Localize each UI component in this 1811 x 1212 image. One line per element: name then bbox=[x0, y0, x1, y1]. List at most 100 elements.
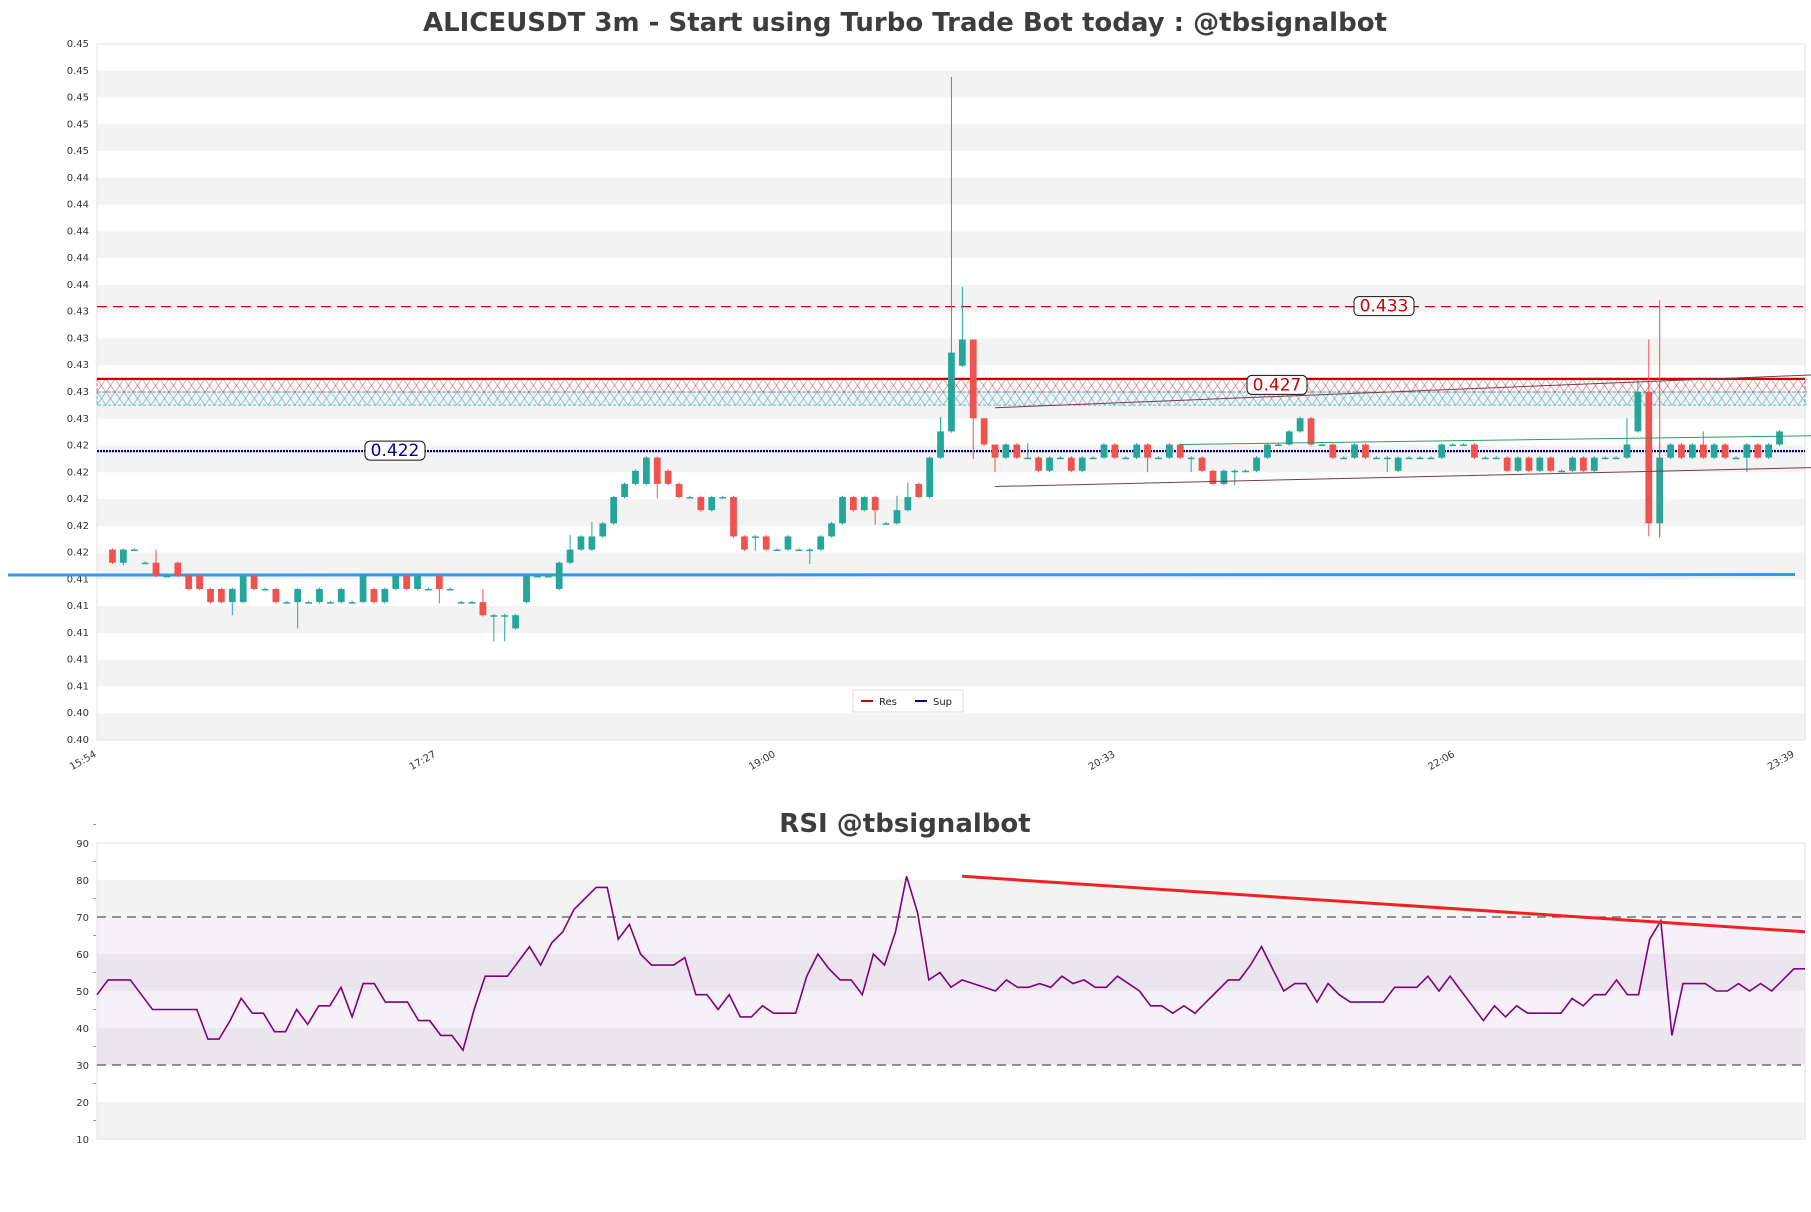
support-hatch bbox=[1167, 391, 1178, 406]
candle-down bbox=[218, 588, 225, 603]
support-hatch bbox=[1428, 391, 1439, 406]
resistance-hatch bbox=[735, 378, 746, 393]
y-tick-label: 0.45 bbox=[67, 39, 89, 50]
support-hatch bbox=[1464, 391, 1475, 406]
resistance-hatch bbox=[744, 378, 755, 393]
resistance-hatch bbox=[1158, 378, 1169, 393]
resistance-hatch bbox=[528, 378, 539, 393]
resistance-hatch bbox=[1725, 378, 1736, 393]
support-hatch bbox=[195, 391, 206, 406]
support-hatch bbox=[510, 391, 521, 406]
support-hatch bbox=[1302, 391, 1313, 406]
support-hatch bbox=[294, 391, 305, 406]
support-hatch bbox=[213, 391, 224, 406]
candle-down bbox=[196, 575, 203, 589]
candle-down bbox=[980, 418, 988, 445]
support-hatch bbox=[1689, 391, 1700, 406]
candle-up bbox=[893, 510, 901, 524]
support-hatch bbox=[438, 391, 449, 406]
resistance-hatch bbox=[861, 378, 872, 393]
support-hatch bbox=[447, 391, 458, 406]
resistance-hatch bbox=[249, 378, 260, 393]
candle-down bbox=[762, 536, 770, 550]
resistance-hatch bbox=[339, 378, 350, 393]
support-hatch bbox=[1419, 391, 1430, 406]
candle-down bbox=[1525, 457, 1533, 471]
resistance-hatch bbox=[1410, 378, 1421, 393]
resistance-hatch bbox=[240, 378, 251, 393]
level-annotation-box bbox=[1353, 296, 1415, 317]
x-tick-label: 17:27 bbox=[408, 749, 438, 773]
support-hatch bbox=[1617, 391, 1628, 406]
support-hatch bbox=[132, 391, 143, 406]
resistance-hatch bbox=[1581, 378, 1592, 393]
resistance-hatch bbox=[447, 378, 458, 393]
resistance-hatch bbox=[663, 378, 674, 393]
resistance-hatch bbox=[519, 378, 530, 393]
rsi-plot-area: 10 20 30 40 50 60 70 80 90 bbox=[76, 824, 1806, 1146]
resistance-hatch bbox=[1743, 378, 1754, 393]
support-hatch bbox=[231, 391, 242, 406]
resistance-hatch bbox=[600, 378, 611, 393]
x-tick-label: 20:33 bbox=[1087, 749, 1117, 773]
resistance-hatch bbox=[1671, 378, 1682, 393]
support-hatch bbox=[609, 391, 620, 406]
resistance-hatch bbox=[420, 378, 431, 393]
resistance-hatch bbox=[510, 378, 521, 393]
candle-up bbox=[1612, 457, 1620, 460]
resistance-hatch bbox=[1320, 378, 1331, 393]
candle-up bbox=[817, 536, 825, 550]
resistance-hatch bbox=[1023, 378, 1034, 393]
resistance-hatch bbox=[330, 378, 341, 393]
resistance-hatch bbox=[1617, 378, 1628, 393]
candle-down bbox=[1329, 444, 1337, 458]
support-hatch bbox=[915, 391, 926, 406]
resistance-hatch bbox=[843, 378, 854, 393]
resistance-hatch bbox=[906, 378, 917, 393]
candle-up bbox=[119, 549, 127, 563]
resistance-hatch bbox=[600, 378, 611, 393]
y-tick-label: 0.41 bbox=[67, 655, 89, 666]
candle-up bbox=[457, 602, 465, 604]
resistance-hatch bbox=[1329, 378, 1340, 393]
support-hatch bbox=[1239, 391, 1250, 406]
resistance-hatch bbox=[762, 378, 773, 393]
candle-down bbox=[1176, 444, 1184, 458]
support-hatch bbox=[393, 391, 404, 406]
resistance-hatch bbox=[717, 378, 728, 393]
support-hatch bbox=[996, 391, 1007, 406]
resistance-hatch bbox=[960, 378, 971, 393]
resistance-hatch bbox=[321, 378, 332, 393]
resistance-hatch bbox=[1104, 378, 1115, 393]
resistance-hatch bbox=[1716, 378, 1727, 393]
resistance-hatch bbox=[1383, 378, 1394, 393]
grid-band bbox=[97, 659, 1805, 687]
candle-up bbox=[1285, 431, 1293, 445]
resistance-hatch bbox=[1401, 378, 1412, 393]
resistance-hatch bbox=[1581, 378, 1592, 393]
support-hatch bbox=[1626, 391, 1637, 406]
resistance-hatch bbox=[1527, 378, 1538, 393]
y-tick-label: 90 bbox=[76, 839, 89, 850]
candle-up bbox=[1133, 444, 1141, 458]
candle-up bbox=[784, 536, 792, 550]
resistance-hatch bbox=[834, 378, 845, 393]
resistance-hatch bbox=[852, 378, 863, 393]
support-hatch bbox=[474, 391, 485, 406]
main-plot-area: 0.40 0.40 0.41 0.41 0.41 0.41 0.41 0.42 0.42 0.42… bbox=[7, 39, 1811, 773]
resistance-hatch bbox=[1671, 378, 1682, 393]
candle-up bbox=[588, 536, 596, 550]
resistance-hatch bbox=[1608, 378, 1619, 393]
resistance-hatch bbox=[294, 378, 305, 393]
resistance-hatch bbox=[501, 378, 512, 393]
resistance-hatch bbox=[150, 378, 161, 393]
candle-up bbox=[642, 457, 650, 484]
candle-up bbox=[130, 549, 138, 552]
resistance-hatch bbox=[555, 378, 566, 393]
resistance-hatch bbox=[195, 378, 206, 393]
resistance-hatch bbox=[1698, 378, 1709, 393]
support-hatch bbox=[1707, 391, 1718, 406]
resistance-hatch bbox=[1563, 378, 1574, 393]
candle-down bbox=[435, 575, 443, 589]
y-tick-label: 0.42 bbox=[67, 441, 89, 452]
